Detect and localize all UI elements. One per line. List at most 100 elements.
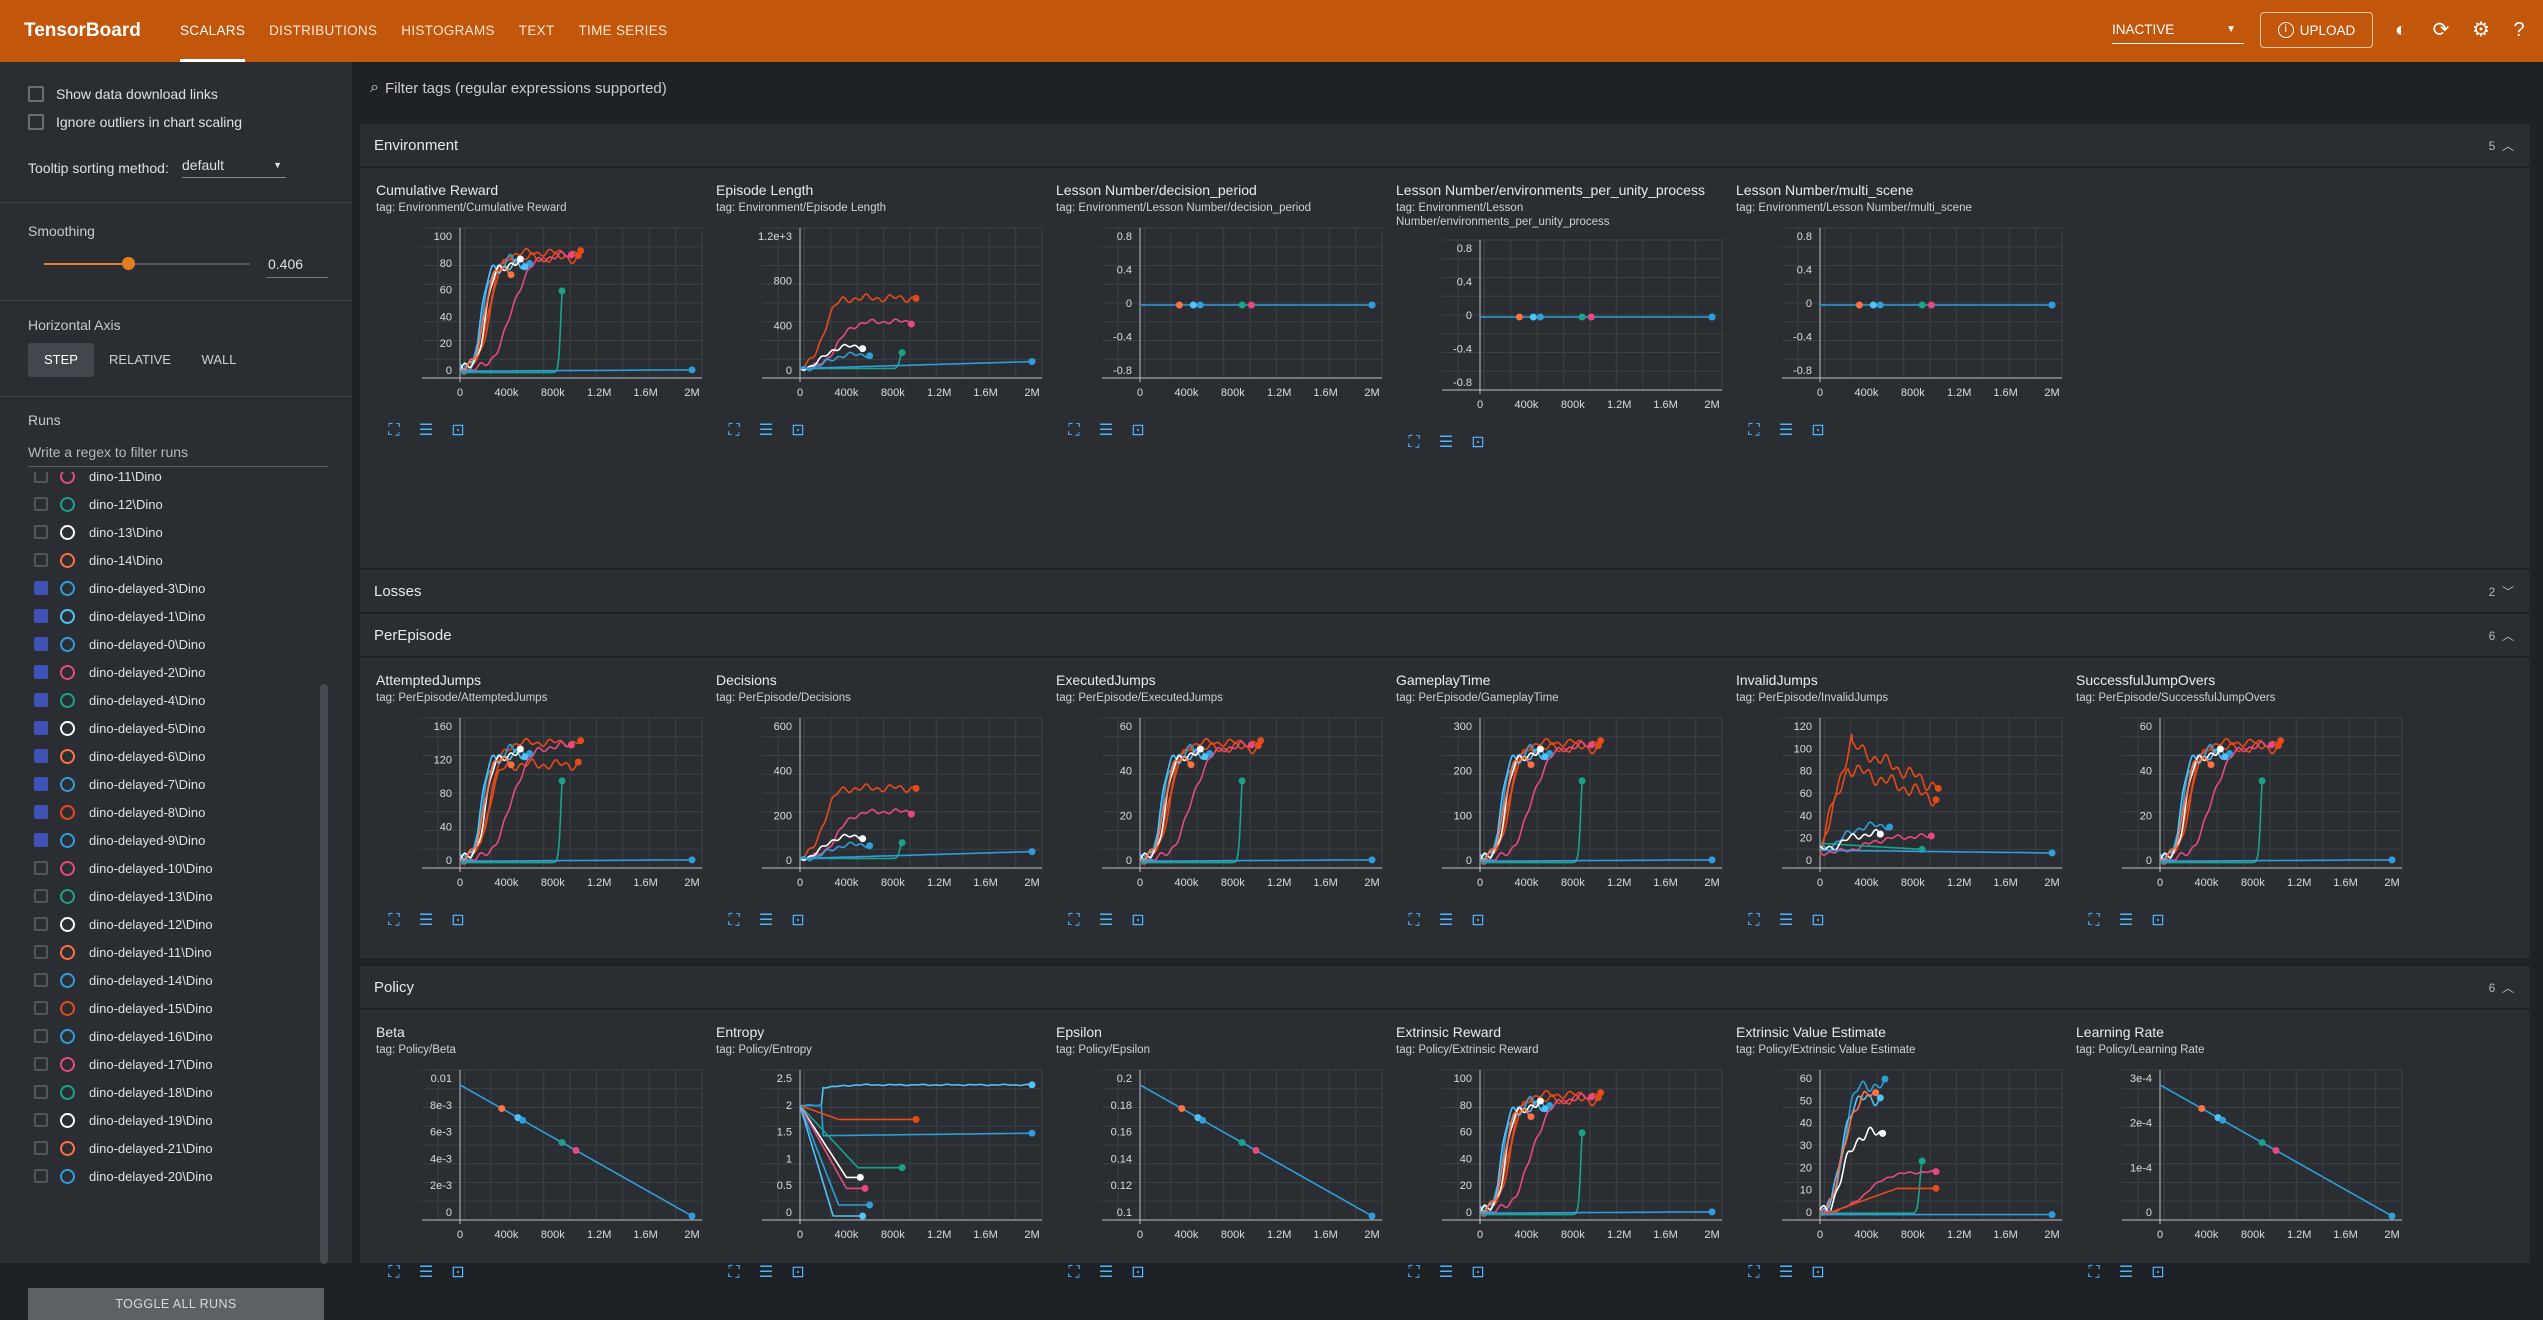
chart-plot[interactable]: 0 400k 800k 1.2M 1.6M 2M 160 120 80 40 0 — [376, 708, 706, 908]
data-table-icon[interactable]: ☰ — [1098, 1264, 1114, 1281]
run-color-swatch[interactable] — [60, 1084, 75, 1100]
fit-domain-icon[interactable]: ⊡ — [451, 912, 465, 929]
run-color-swatch[interactable] — [60, 664, 75, 680]
run-color-swatch[interactable] — [60, 692, 75, 708]
fit-domain-icon[interactable]: ⊡ — [1811, 422, 1825, 439]
run-item[interactable]: dino-delayed-3\Dino — [34, 574, 205, 602]
fullscreen-icon[interactable]: ⛶ — [388, 1264, 400, 1281]
fullscreen-icon[interactable]: ⛶ — [1748, 422, 1760, 439]
chart-plot[interactable]: 0 400k 800k 1.2M 1.6M 2M 100 80 60 40 20 0 — [1396, 1060, 1726, 1260]
run-color-swatch[interactable] — [60, 608, 75, 624]
run-checkbox[interactable] — [34, 1057, 48, 1071]
fullscreen-icon[interactable]: ⛶ — [728, 422, 740, 439]
run-checkbox[interactable] — [34, 749, 48, 763]
group-header-losses[interactable]: Losses 2 ﹀ — [360, 570, 2530, 612]
chart-plot[interactable]: 0 400k 800k 1.2M 1.6M 2M 0.2 0.18 0.16 0.14 0.12 0.… — [1056, 1060, 1386, 1260]
ignore-outliers-checkbox[interactable] — [28, 114, 44, 130]
data-table-icon[interactable]: ☰ — [2118, 1264, 2134, 1281]
run-item[interactable]: dino-delayed-4\Dino — [34, 686, 205, 714]
run-selector-dropdown[interactable]: INACTIVE ▼ — [2112, 16, 2244, 44]
run-color-swatch[interactable] — [60, 916, 75, 932]
run-item[interactable]: dino-delayed-2\Dino — [34, 658, 205, 686]
run-item[interactable]: dino-delayed-1\Dino — [34, 602, 205, 630]
run-checkbox[interactable] — [34, 861, 48, 875]
fit-domain-icon[interactable]: ⊡ — [451, 1264, 465, 1281]
show-download-links-checkbox[interactable] — [28, 86, 44, 102]
run-item[interactable]: dino-delayed-11\Dino — [34, 938, 212, 966]
run-item[interactable]: dino-delayed-14\Dino — [34, 966, 213, 994]
run-checkbox[interactable] — [34, 1001, 48, 1015]
tag-filter-input[interactable]: ⌕ Filter tags (regular expressions suppo… — [360, 70, 2530, 106]
run-checkbox[interactable] — [34, 973, 48, 987]
run-item[interactable]: dino-delayed-8\Dino — [34, 798, 205, 826]
run-item[interactable]: dino-delayed-20\Dino — [34, 1162, 213, 1190]
tab-distributions[interactable]: DISTRIBUTIONS — [269, 23, 378, 38]
data-table-icon[interactable]: ☰ — [2118, 912, 2134, 929]
run-color-swatch[interactable] — [60, 748, 75, 764]
fullscreen-icon[interactable]: ⛶ — [388, 422, 400, 439]
run-item[interactable]: dino-delayed-10\Dino — [34, 854, 213, 882]
chart-plot[interactable]: 0 400k 800k 1.2M 1.6M 2M 1.2e+3 800 400 0 — [716, 218, 1046, 418]
run-checkbox[interactable] — [34, 1113, 48, 1127]
chart-plot[interactable]: 0 400k 800k 1.2M 1.6M 2M 2.5 2 1.5 1 0.5 0 — [716, 1060, 1046, 1260]
chart-plot[interactable]: 0 400k 800k 1.2M 1.6M 2M 60 40 20 0 — [1056, 708, 1386, 908]
upload-button[interactable]: i UPLOAD — [2260, 12, 2373, 48]
theme-toggle-icon[interactable]: ◐ — [2394, 19, 2408, 41]
fullscreen-icon[interactable]: ⛶ — [2088, 912, 2100, 929]
run-color-swatch[interactable] — [60, 720, 75, 736]
run-checkbox[interactable] — [34, 525, 48, 539]
chart-plot[interactable]: 0 400k 800k 1.2M 1.6M 2M 60 40 20 0 — [2076, 708, 2406, 908]
run-checkbox[interactable] — [34, 945, 48, 959]
data-table-icon[interactable]: ☰ — [1778, 422, 1794, 439]
run-color-swatch[interactable] — [60, 472, 75, 484]
fit-domain-icon[interactable]: ⊡ — [451, 422, 465, 439]
data-table-icon[interactable]: ☰ — [758, 422, 774, 439]
chart-plot[interactable]: 0 400k 800k 1.2M 1.6M 2M 3e-4 2e-4 1e-4 0 — [2076, 1060, 2406, 1260]
fit-domain-icon[interactable]: ⊡ — [2151, 1264, 2165, 1281]
fit-domain-icon[interactable]: ⊡ — [1811, 912, 1825, 929]
fit-domain-icon[interactable]: ⊡ — [791, 422, 805, 439]
data-table-icon[interactable]: ☰ — [418, 912, 434, 929]
fullscreen-icon[interactable]: ⛶ — [388, 912, 400, 929]
data-table-icon[interactable]: ☰ — [1778, 1264, 1794, 1281]
run-item[interactable]: dino-delayed-9\Dino — [34, 826, 205, 854]
run-item[interactable]: dino-delayed-0\Dino — [34, 630, 205, 658]
fullscreen-icon[interactable]: ⛶ — [1748, 912, 1760, 929]
run-color-swatch[interactable] — [60, 1168, 75, 1184]
run-checkbox[interactable] — [34, 472, 48, 483]
run-checkbox[interactable] — [34, 833, 48, 847]
data-table-icon[interactable]: ☰ — [1098, 912, 1114, 929]
data-table-icon[interactable]: ☰ — [1778, 912, 1794, 929]
run-color-swatch[interactable] — [60, 832, 75, 848]
fit-domain-icon[interactable]: ⊡ — [1131, 422, 1145, 439]
smoothing-slider-handle[interactable] — [122, 257, 135, 270]
run-color-swatch[interactable] — [60, 1056, 75, 1072]
run-checkbox[interactable] — [34, 1141, 48, 1155]
run-item[interactable]: dino-delayed-18\Dino — [34, 1078, 213, 1106]
chart-plot[interactable]: 0 400k 800k 1.2M 1.6M 2M 0.8 0.4 0 -0.4 -0.8 — [1056, 218, 1386, 418]
fit-domain-icon[interactable]: ⊡ — [1131, 912, 1145, 929]
run-item[interactable]: dino-delayed-17\Dino — [34, 1050, 213, 1078]
fit-domain-icon[interactable]: ⊡ — [1471, 1264, 1485, 1281]
data-table-icon[interactable]: ☰ — [418, 422, 434, 439]
run-color-swatch[interactable] — [60, 1112, 75, 1128]
group-header-perepisode[interactable]: PerEpisode 6 ︿ — [360, 614, 2530, 656]
data-table-icon[interactable]: ☰ — [1438, 912, 1454, 929]
chart-plot[interactable]: 0 400k 800k 1.2M 1.6M 2M 600 400 200 0 — [716, 708, 1046, 908]
run-checkbox[interactable] — [34, 609, 48, 623]
runs-scrollbar[interactable] — [320, 684, 328, 1264]
run-color-swatch[interactable] — [60, 580, 75, 596]
runs-filter-input[interactable]: Write a regex to filter runs — [28, 437, 328, 467]
run-color-swatch[interactable] — [60, 804, 75, 820]
chart-plot[interactable]: 0 400k 800k 1.2M 1.6M 2M 60 50 40 30 20 10 0 — [1736, 1060, 2066, 1260]
data-table-icon[interactable]: ☰ — [1098, 422, 1114, 439]
run-color-swatch[interactable] — [60, 1140, 75, 1156]
chart-plot[interactable]: 0 400k 800k 1.2M 1.6M 2M 0.8 0.4 0 -0.4 -0.8 — [1736, 218, 2066, 418]
run-checkbox[interactable] — [34, 777, 48, 791]
run-item[interactable]: dino-11\Dino — [34, 472, 162, 490]
fullscreen-icon[interactable]: ⛶ — [1408, 1264, 1420, 1281]
data-table-icon[interactable]: ☰ — [418, 1264, 434, 1281]
fullscreen-icon[interactable]: ⛶ — [728, 912, 740, 929]
run-checkbox[interactable] — [34, 1169, 48, 1183]
run-checkbox[interactable] — [34, 497, 48, 511]
